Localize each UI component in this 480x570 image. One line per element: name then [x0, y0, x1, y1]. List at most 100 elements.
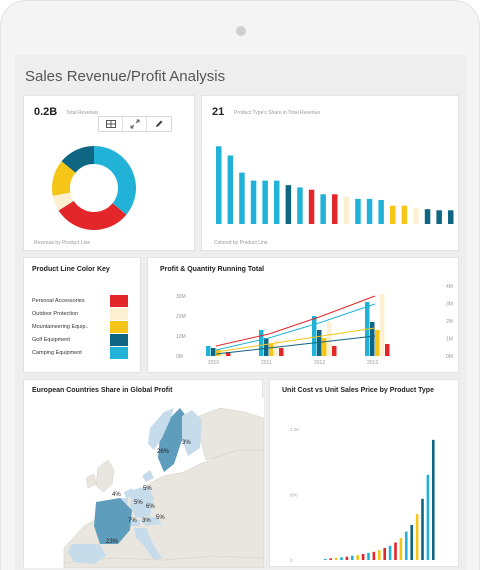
product-share-bar[interactable]	[285, 185, 292, 224]
profit-bar[interactable]	[269, 344, 274, 356]
map-label-uk: 4%	[112, 492, 121, 498]
profit-bar[interactable]	[206, 346, 211, 356]
unit-cost-bar[interactable]	[378, 550, 381, 560]
unit-cost-bar[interactable]	[324, 558, 327, 560]
product-share-panel[interactable]: 21 Product Type's Share in Total Revenue…	[201, 95, 459, 251]
profit-bar[interactable]	[216, 350, 221, 356]
product-share-bar[interactable]	[250, 180, 257, 224]
profit-bar[interactable]	[211, 348, 216, 356]
expand-icon[interactable]	[123, 117, 147, 131]
profit-bar[interactable]	[221, 352, 226, 356]
unit-cost-bar[interactable]	[415, 514, 419, 560]
legend-label-golf-equipment: Golf Equipment	[32, 337, 70, 343]
product-share-bar[interactable]	[239, 172, 245, 224]
unit-cost-bar[interactable]	[367, 552, 370, 560]
profit-bar[interactable]	[226, 352, 231, 356]
unit-cost-bar[interactable]	[432, 439, 435, 560]
donut-slice[interactable]	[52, 192, 74, 211]
y-left-tick-label: 0M	[176, 354, 183, 360]
dashboard-screen: Sales Revenue/Profit Analysis 0.2B Total…	[15, 55, 467, 570]
unit-cost-bar[interactable]	[351, 555, 354, 560]
camera-dot	[236, 26, 246, 36]
unit-cost-bar[interactable]	[410, 525, 413, 560]
y-right-tick-label: 2M	[446, 319, 453, 325]
profit-bar[interactable]	[279, 348, 284, 356]
product-share-bar[interactable]	[227, 155, 234, 224]
x-tick-label: 2011	[261, 360, 272, 366]
profit-running-total-panel[interactable]: Profit & Quantity Running Total 0M 10M 20M…	[147, 257, 459, 373]
profit-running-total-title: Profit & Quantity Running Total	[160, 266, 265, 273]
map-country-spain	[68, 544, 106, 564]
product-share-bar[interactable]	[378, 200, 384, 224]
unit-cost-panel[interactable]: Unit Cost vs Unit Sales Price by Product…	[269, 379, 459, 567]
europe-map[interactable]: 3% 26% 4% 5% 5% 6% 7% 3% 5% 23%	[24, 398, 264, 568]
profit-bar[interactable]	[317, 330, 322, 356]
profit-bar[interactable]	[274, 340, 279, 356]
product-share-bar[interactable]	[401, 205, 408, 224]
donut-slice[interactable]	[61, 146, 94, 173]
cost-y-tick-label: 600	[290, 492, 298, 497]
profit-bar[interactable]	[332, 346, 337, 356]
unit-cost-bar[interactable]	[421, 498, 424, 560]
unit-cost-bar[interactable]	[372, 551, 376, 560]
product-share-bar[interactable]	[390, 205, 396, 224]
product-share-bar[interactable]	[274, 180, 280, 224]
cost-y-tick-label: 0	[290, 558, 293, 563]
product-share-bar[interactable]	[320, 194, 326, 224]
donut-slice[interactable]	[52, 161, 76, 196]
legend-swatch-camping-equipment	[110, 347, 128, 359]
profit-bar[interactable]	[322, 338, 327, 356]
unit-cost-bar[interactable]	[329, 558, 332, 560]
unit-cost-bar[interactable]	[334, 557, 338, 560]
product-share-bar[interactable]	[297, 187, 303, 224]
map-country-italy	[134, 528, 162, 560]
profit-bar[interactable]	[327, 322, 332, 356]
profit-bar[interactable]	[312, 316, 317, 356]
product-share-bar[interactable]	[216, 146, 222, 224]
pencil-icon[interactable]	[147, 117, 171, 131]
unit-cost-bar[interactable]	[345, 556, 349, 560]
profit-combo-chart: 0M 10M 20M 30M 0M 1M 2M 3M 4M 2010 2011 2012 2013	[176, 284, 453, 366]
unit-cost-bar[interactable]	[383, 547, 386, 560]
donut-slice[interactable]	[58, 200, 127, 230]
profit-bar[interactable]	[264, 338, 269, 356]
profit-bar[interactable]	[375, 330, 380, 356]
legend-label-camping-equipment: Camping Equipment	[32, 350, 82, 356]
unit-cost-bar[interactable]	[356, 555, 359, 560]
y-left-tick-label: 20M	[176, 314, 186, 320]
product-share-bar[interactable]	[343, 196, 350, 224]
total-revenue-label: Total Revenue	[66, 110, 98, 116]
unit-cost-bar[interactable]	[394, 542, 397, 560]
product-share-bar[interactable]	[424, 209, 431, 224]
profit-bar[interactable]	[259, 330, 264, 356]
product-share-bar[interactable]	[366, 198, 373, 224]
unit-cost-bar[interactable]	[405, 531, 408, 560]
profit-bar[interactable]	[380, 294, 385, 356]
profit-bar[interactable]	[370, 322, 375, 356]
running-total-line	[215, 335, 376, 355]
product-share-bar[interactable]	[262, 180, 268, 224]
donut-slice[interactable]	[94, 146, 136, 215]
product-share-bar[interactable]	[413, 208, 419, 224]
unit-cost-bar[interactable]	[426, 474, 430, 560]
product-share-bar[interactable]	[308, 189, 315, 224]
product-share-bar-chart	[216, 146, 454, 224]
unit-cost-bar[interactable]	[340, 557, 343, 560]
product-share-bar[interactable]	[436, 210, 442, 224]
unit-cost-bar[interactable]	[361, 553, 365, 560]
revenue-donut-chart	[52, 146, 136, 230]
unit-cost-bar[interactable]	[388, 545, 392, 560]
product-share-bar[interactable]	[332, 194, 338, 224]
map-label-spain: 23%	[106, 539, 119, 545]
cost-y-tick-label: 1.2K	[290, 427, 299, 432]
page-title: Sales Revenue/Profit Analysis	[25, 68, 226, 85]
revenue-panel[interactable]: 0.2B Total Revenue Revenue by Product Li…	[23, 95, 195, 251]
map-label-austria: 5%	[156, 515, 165, 521]
y-right-tick-label: 3M	[446, 302, 453, 308]
unit-cost-bar[interactable]	[399, 538, 403, 560]
product-share-bar[interactable]	[448, 210, 454, 224]
europe-map-panel[interactable]: European Countries Share in Global Profi…	[23, 379, 264, 568]
product-share-bar[interactable]	[355, 198, 361, 224]
profit-bar[interactable]	[385, 344, 390, 356]
grid-icon[interactable]	[99, 117, 123, 131]
